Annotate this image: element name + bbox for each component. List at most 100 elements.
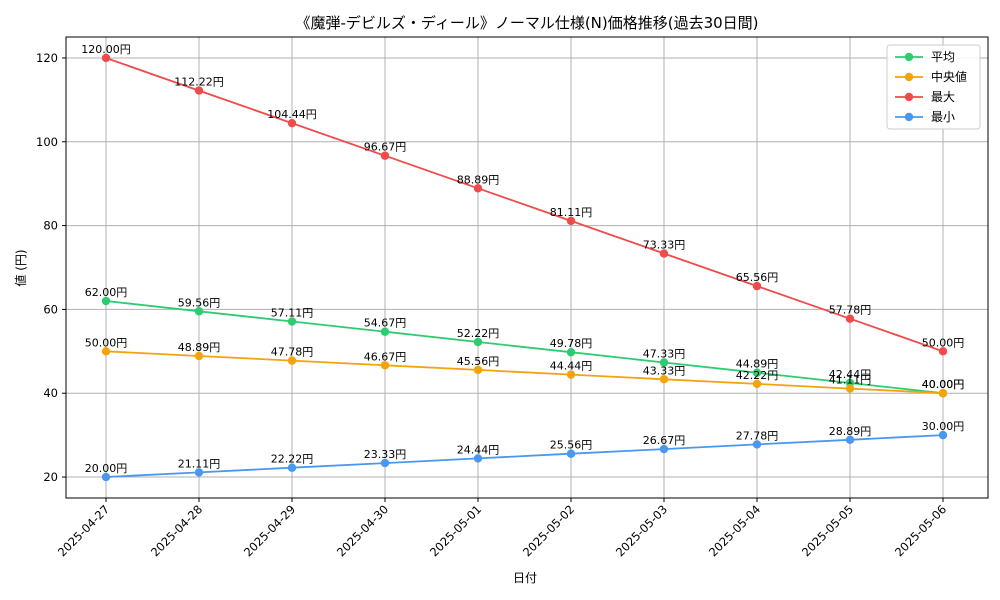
series-group — [101, 53, 948, 482]
data-point — [938, 389, 948, 398]
data-point — [752, 440, 762, 449]
data-label: 104.44円 — [267, 108, 317, 121]
x-tick-label: 2025-05-06 — [892, 502, 949, 559]
x-axis-label: 日付 — [513, 571, 537, 585]
legend-label: 中央値 — [931, 69, 967, 84]
data-point — [566, 449, 576, 458]
data-label: 24.44円 — [457, 443, 500, 456]
data-label: 44.89円 — [736, 358, 779, 371]
data-label: 22.22円 — [271, 453, 314, 466]
data-label: 23.33円 — [364, 448, 407, 461]
y-tick-label: 100 — [36, 135, 58, 149]
data-label: 62.00円 — [85, 286, 128, 299]
grid — [66, 37, 988, 498]
data-point — [659, 444, 669, 454]
legend-marker — [904, 92, 914, 102]
y-tick-label: 20 — [43, 470, 58, 484]
data-point — [845, 384, 855, 393]
data-point — [194, 351, 204, 361]
data-label: 46.67円 — [364, 350, 407, 363]
data-label: 49.78円 — [550, 337, 593, 350]
data-label: 45.56円 — [457, 355, 500, 368]
data-point — [938, 347, 948, 356]
y-tick-label: 40 — [43, 386, 58, 400]
data-point — [752, 281, 762, 291]
data-point — [566, 370, 576, 379]
data-label: 50.00円 — [85, 336, 128, 349]
data-point — [101, 53, 111, 63]
data-label: 73.33円 — [643, 239, 686, 252]
legend-label: 最小 — [931, 110, 955, 124]
legend-marker — [904, 72, 914, 82]
data-label: 57.78円 — [829, 304, 872, 317]
data-point — [101, 347, 111, 356]
data-label: 21.11円 — [178, 457, 221, 470]
x-tick-label: 2025-05-02 — [520, 502, 577, 559]
x-tick-label: 2025-05-04 — [706, 502, 763, 559]
data-label: 43.33円 — [643, 364, 686, 377]
x-tick-label: 2025-04-29 — [241, 502, 298, 559]
data-point — [566, 216, 576, 226]
data-point — [659, 358, 669, 367]
data-point — [845, 435, 855, 444]
data-point — [287, 317, 297, 326]
data-label: 40.00円 — [922, 378, 965, 391]
data-point — [473, 184, 483, 193]
data-point — [380, 458, 390, 468]
chart-title: 《魔弾-デビルズ・ディール》ノーマル仕様(N)価格推移(過去30日間) — [295, 14, 758, 32]
data-label: 20.00円 — [85, 462, 128, 475]
x-tick-label: 2025-05-01 — [427, 502, 484, 559]
data-label: 54.67円 — [364, 317, 407, 330]
x-tick-label: 2025-04-27 — [55, 502, 112, 559]
data-label: 28.89円 — [829, 425, 872, 438]
data-label: 120.00円 — [81, 43, 131, 56]
data-point — [659, 375, 669, 384]
data-point — [752, 368, 762, 377]
plot-frame — [65, 36, 989, 499]
x-tick-label: 2025-04-30 — [334, 502, 391, 559]
data-point — [938, 430, 948, 440]
data-point — [194, 468, 204, 477]
data-point — [473, 365, 483, 375]
data-label: 44.44円 — [550, 360, 593, 373]
data-point — [380, 151, 390, 160]
data-label: 57.11円 — [271, 307, 314, 320]
series-line — [105, 300, 944, 395]
data-label: 47.33円 — [643, 348, 686, 361]
x-tick-label: 2025-05-05 — [799, 502, 856, 559]
data-point — [566, 348, 576, 357]
series-line — [105, 350, 944, 395]
data-labels: 62.00円 59.56円 57.11円 54.67円 52.22円 49.78円 47.3… — [81, 43, 964, 475]
legend-marker — [904, 52, 914, 62]
data-label: 42.44円 — [829, 368, 872, 381]
data-label: 88.89円 — [457, 173, 500, 186]
x-tick-label: 2025-05-03 — [613, 502, 670, 559]
data-label: 41.11円 — [829, 374, 872, 387]
data-label: 42.22円 — [736, 369, 779, 382]
legend-label: 最大 — [931, 90, 955, 104]
data-label: 81.11円 — [550, 206, 593, 219]
data-label: 26.67円 — [643, 434, 686, 447]
data-label: 112.22円 — [174, 76, 224, 89]
data-label: 52.22円 — [457, 327, 500, 340]
data-point — [845, 314, 855, 323]
data-label: 48.89円 — [178, 341, 221, 354]
legend-marker — [904, 112, 914, 122]
series-line — [105, 434, 944, 478]
y-tick-label: 120 — [36, 51, 58, 65]
data-label: 27.78円 — [736, 429, 779, 442]
data-point — [752, 379, 762, 389]
data-label: 25.56円 — [550, 439, 593, 452]
data-point — [380, 327, 390, 336]
data-point — [473, 454, 483, 463]
data-label: 30.00円 — [922, 420, 965, 433]
y-tick-label: 60 — [43, 302, 58, 316]
legend-label: 平均 — [931, 50, 955, 64]
data-label: 65.56円 — [736, 271, 779, 284]
data-point — [194, 86, 204, 95]
data-label: 47.78円 — [271, 346, 314, 359]
data-point — [287, 356, 297, 365]
legend-box — [886, 44, 981, 130]
x-tick-label: 2025-04-28 — [148, 502, 205, 559]
